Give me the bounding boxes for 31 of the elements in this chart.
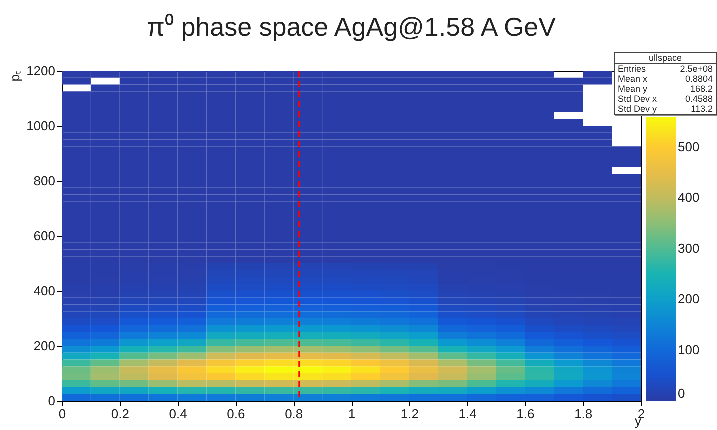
color-bar-label: 100 (678, 342, 700, 358)
text: Entries 2.5e+08 (618, 64, 713, 74)
color-bar-label: 0 (678, 386, 686, 401)
y-tick-label: 400 (34, 284, 56, 298)
x-tick-label: 0.2 (111, 406, 130, 422)
x-tick-label: 1.4 (458, 406, 477, 422)
x-tick-label: 1 (348, 406, 356, 422)
color-bar-label: 400 (678, 190, 700, 206)
chart-title: π⁰ phase space AgAg@1.58 A GeV (147, 12, 557, 42)
x-tick-label: 0.4 (169, 406, 188, 422)
y-tick-label: 1000 (26, 118, 56, 134)
x-tick-label: 0.8 (285, 406, 304, 422)
color-bar-label: 200 (678, 292, 700, 307)
text: Mean y 168.2 (618, 84, 713, 94)
text: Mean x 0.8804 (618, 74, 713, 84)
y-tick-label: 1200 (26, 64, 56, 78)
x-tick-label: 1.2 (400, 406, 419, 422)
x-tick-label: 1.6 (516, 406, 535, 422)
y-tick-label: 800 (34, 174, 56, 188)
x-tick-label: 1.8 (574, 406, 593, 422)
text: Std Dev x 0.4588 (618, 94, 713, 104)
text: ullspace (615, 53, 716, 64)
color-bar-label: 500 (678, 139, 700, 154)
y-tick-label: 600 (34, 228, 56, 244)
x-tick-label: 0 (58, 406, 66, 422)
y-tick-label: 200 (34, 338, 56, 354)
text: Std Dev y 113.2 (618, 104, 713, 114)
color-bar-label: 300 (678, 240, 700, 256)
y-tick-label: 0 (48, 394, 56, 408)
x-tick-label: 0.6 (227, 406, 246, 422)
y-axis-title: pₜ (8, 72, 23, 82)
